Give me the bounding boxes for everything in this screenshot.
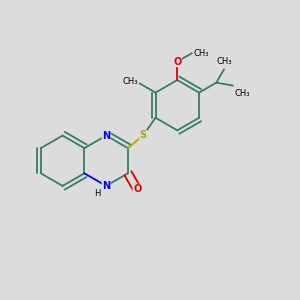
Text: CH₃: CH₃ [194,49,209,58]
Text: CH₃: CH₃ [216,57,232,66]
Text: O: O [173,57,182,67]
Text: S: S [140,130,147,140]
Text: N: N [102,181,110,191]
Text: CH₃: CH₃ [122,77,138,86]
Text: H: H [94,189,100,198]
Text: CH₃: CH₃ [235,88,250,98]
Text: O: O [133,184,141,194]
Text: N: N [102,130,110,141]
